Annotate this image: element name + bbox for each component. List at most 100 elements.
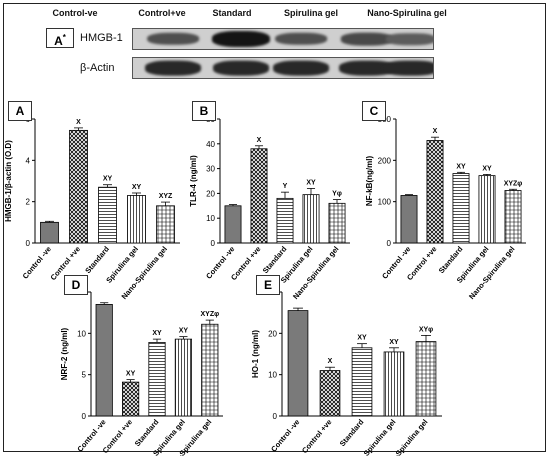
bar [40, 221, 59, 244]
significance-label: XYZ [159, 193, 173, 200]
blot-column-header: Nano-Spirulina gel [367, 8, 447, 18]
y-axis-label: NRF-2 (ng/ml) [60, 327, 69, 380]
blot-band [383, 60, 433, 76]
blot-band [147, 32, 199, 46]
significance-label: XYZφ [504, 180, 523, 187]
y-tick-label: 0 [387, 239, 392, 248]
bar [224, 205, 242, 244]
blot-band [339, 60, 395, 76]
blot-strip-actin [132, 57, 434, 79]
figure-frame [3, 3, 546, 452]
blot-band [275, 32, 327, 46]
panel-letter-c: C [362, 101, 386, 121]
bar [95, 303, 113, 417]
blot-strip-hmgb1 [132, 28, 434, 50]
y-tick-label: 30 [206, 165, 215, 174]
panel-letter-d: D [64, 275, 88, 295]
blot-panel-letter: A* [46, 28, 74, 48]
bar [122, 381, 140, 417]
bar [276, 197, 294, 244]
significance-label: XY [126, 371, 136, 378]
category-label: Control -ve [269, 418, 301, 454]
panel-letter-e: E [256, 275, 280, 295]
bar [328, 202, 346, 244]
blot-row-label-hmgb1: HMGB-1 [80, 32, 123, 44]
blot-band [340, 32, 394, 46]
blot-band [385, 33, 433, 45]
y-axis-label: TLR-4 (ng/ml) [189, 155, 198, 207]
y-tick-label: 2 [26, 198, 31, 207]
blot-column-header: Control-ve [52, 8, 98, 18]
bar [383, 351, 405, 417]
blot-column-header: Standard [212, 8, 252, 18]
category-label: Standard [133, 417, 161, 448]
y-tick-label: 20 [206, 189, 215, 198]
significance-label: XY [152, 330, 162, 337]
bar [156, 205, 175, 244]
blot-column-header: Control+ve [138, 8, 186, 18]
bar [415, 341, 437, 417]
significance-label: X [328, 358, 333, 365]
significance-label: XY [179, 328, 189, 335]
category-label: Standard [83, 244, 111, 275]
blot-band [273, 60, 329, 76]
significance-label: XY [132, 184, 142, 191]
y-tick-label: 10 [268, 371, 277, 380]
bar [504, 190, 522, 244]
significance-label: XY [456, 163, 466, 170]
bar [426, 140, 444, 244]
bar [287, 310, 309, 417]
blot-band [213, 60, 269, 76]
significance-label: XY [482, 165, 492, 172]
bar [174, 338, 192, 417]
significance-label: XYZφ [200, 311, 219, 318]
bar [127, 195, 146, 244]
blot-band [145, 60, 201, 76]
y-tick-label: 0 [273, 412, 278, 421]
significance-label: XYφ [419, 326, 433, 333]
y-axis-label: HO-1 (ng/ml) [251, 330, 260, 378]
y-tick-label: 0 [211, 239, 216, 248]
category-label: Nano-Spirulina gel [291, 245, 340, 302]
bar [250, 148, 268, 244]
significance-label: Y [283, 183, 288, 190]
significance-label: X [76, 119, 81, 126]
significance-label: XY [103, 176, 113, 183]
y-tick-label: 200 [378, 156, 392, 165]
panel-letter-a: A [8, 101, 32, 121]
significance-label: XY [357, 335, 367, 342]
y-tick-label: 20 [268, 329, 277, 338]
category-label: Standard [338, 417, 366, 448]
category-label: Spirulina gel [362, 418, 398, 456]
category-label: Nano-Spirulina gel [467, 245, 516, 302]
y-tick-label: 0 [82, 412, 87, 421]
bar [351, 347, 373, 417]
bar [98, 186, 117, 244]
bar [319, 370, 341, 417]
bar [148, 342, 166, 417]
y-tick-label: 5 [82, 371, 87, 380]
bar [400, 195, 418, 244]
significance-label: XY [306, 179, 316, 186]
y-tick-label: 4 [26, 156, 31, 165]
significance-label: Yφ [332, 191, 342, 198]
y-tick-label: 40 [206, 140, 215, 149]
y-tick-label: 0 [26, 239, 31, 248]
significance-label: XY [389, 339, 399, 346]
blot-band [212, 31, 270, 47]
panel-letter-b: B [192, 101, 216, 121]
bar [201, 323, 219, 417]
y-axis-label: HMGB-1/β-actin (O.D) [4, 140, 13, 222]
blot-column-header: Spirulina gel [283, 8, 339, 18]
y-tick-label: 100 [378, 198, 392, 207]
category-label: Control +ve [300, 418, 334, 456]
bar [302, 194, 320, 244]
y-axis-label: NF-kB(ng/ml) [365, 156, 374, 207]
blot-row-label-actin: β-Actin [80, 62, 115, 74]
bar [69, 129, 88, 244]
bar [478, 175, 496, 244]
blot-panel-mark: * [62, 33, 66, 42]
y-tick-label: 10 [206, 214, 215, 223]
